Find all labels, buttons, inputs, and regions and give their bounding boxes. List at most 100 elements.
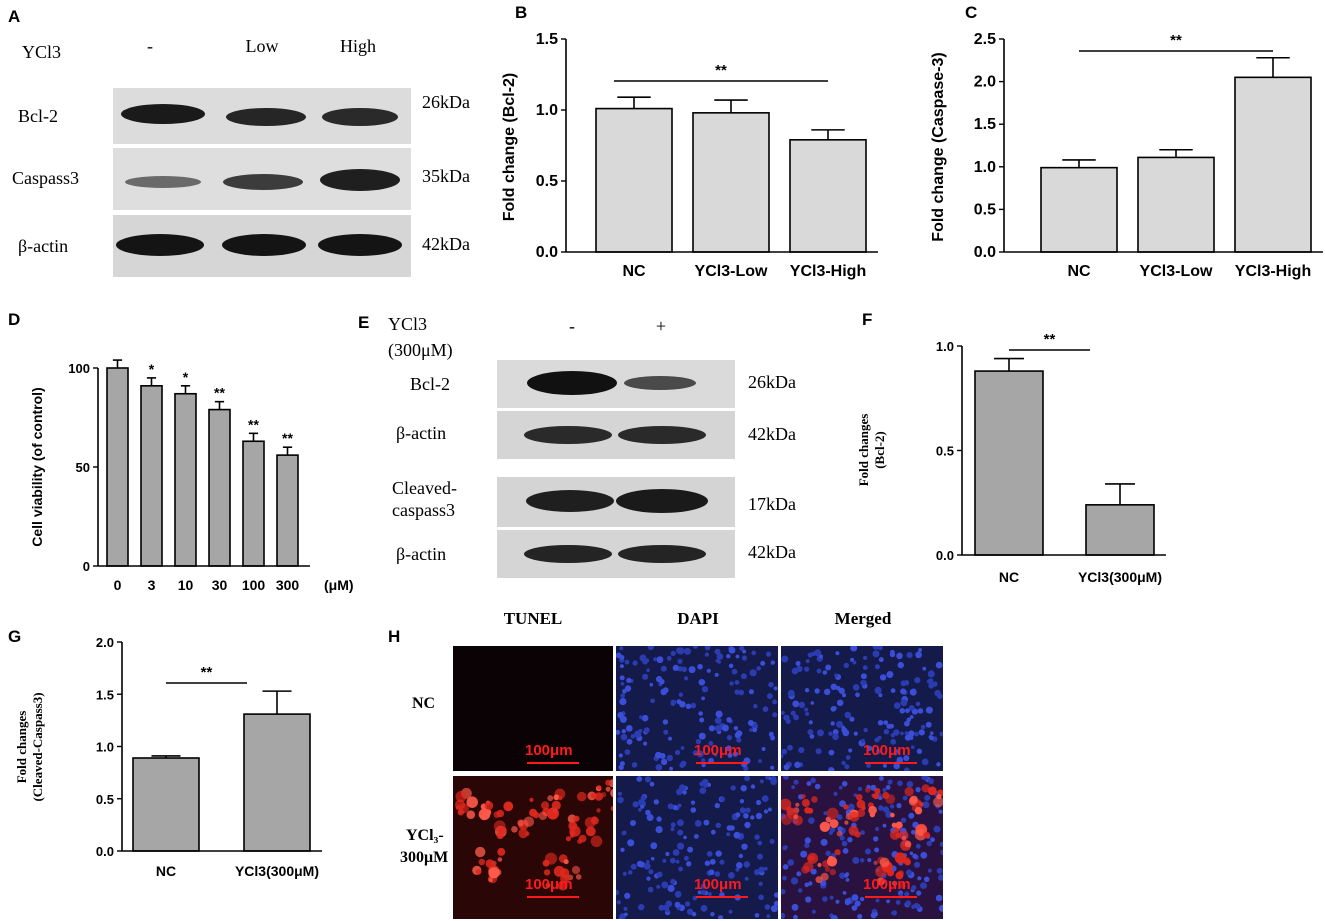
nucleus xyxy=(793,714,799,721)
nucleus xyxy=(732,751,739,757)
nucleus xyxy=(783,714,790,721)
nucleus xyxy=(915,701,921,707)
nucleus xyxy=(905,708,910,714)
tunel-positive-cell xyxy=(914,807,923,815)
nucleus xyxy=(660,665,667,672)
x-tick-label: 30 xyxy=(212,577,228,593)
scale-bar xyxy=(527,896,579,898)
tunel-positive-cell xyxy=(795,802,800,807)
nucleus xyxy=(882,763,887,768)
nucleus xyxy=(900,817,907,823)
nucleus xyxy=(655,764,663,771)
nucleus xyxy=(706,668,711,673)
nucleus xyxy=(758,894,764,901)
nucleus xyxy=(758,866,765,873)
nucleus xyxy=(757,853,763,860)
tunel-positive-cell xyxy=(547,795,554,802)
nucleus xyxy=(878,796,883,801)
nucleus xyxy=(646,814,654,821)
nucleus xyxy=(733,726,739,731)
nucleus xyxy=(692,750,699,756)
nucleus xyxy=(658,904,665,911)
nucleus xyxy=(736,833,741,838)
nucleus xyxy=(630,820,636,826)
nucleus xyxy=(632,660,638,666)
nucleus xyxy=(937,693,943,700)
panel-h-header-svg: H TUNEL DAPI Merged xyxy=(388,609,892,646)
nucleus xyxy=(661,881,669,889)
nucleus xyxy=(828,731,833,736)
tunel-positive-cell xyxy=(828,855,834,861)
bar xyxy=(106,367,129,567)
nucleus xyxy=(860,830,865,835)
panel-h-tunel: H TUNEL DAPI Merged NC YCl₃- 300μM 100μm… xyxy=(380,600,980,920)
band xyxy=(226,108,306,126)
scale-bar-label: 100μm xyxy=(863,876,911,893)
nucleus xyxy=(935,894,943,902)
nucleus xyxy=(927,868,932,873)
nucleus xyxy=(646,668,650,672)
nucleus xyxy=(681,666,687,673)
nucleus xyxy=(698,732,706,740)
nucleus xyxy=(753,704,758,709)
nucleus xyxy=(759,779,764,784)
tunel-positive-cell xyxy=(591,816,597,822)
y-tick-label: 0.0 xyxy=(974,244,996,261)
nucleus xyxy=(853,731,858,736)
x-tick-label: YCl3-High xyxy=(790,263,866,280)
nucleus xyxy=(808,881,813,886)
nucleus xyxy=(817,729,824,737)
nucleus xyxy=(656,871,663,878)
nucleus xyxy=(911,829,916,835)
nucleus xyxy=(622,689,627,694)
nucleus xyxy=(905,900,912,907)
nucleus xyxy=(841,781,848,787)
nucleus xyxy=(643,862,651,870)
nucleus xyxy=(642,673,649,680)
tunel-positive-cell xyxy=(844,820,849,825)
nucleus xyxy=(902,795,908,801)
nucleus xyxy=(703,783,709,788)
nucleus xyxy=(933,825,941,833)
tunel-positive-cell xyxy=(610,788,613,798)
band xyxy=(322,108,398,126)
panel-a-row-size: 35kDa xyxy=(422,166,470,186)
nucleus xyxy=(738,689,745,696)
nucleus xyxy=(878,657,884,663)
nucleus xyxy=(841,840,848,847)
tunel-positive-cell xyxy=(596,808,601,813)
nucleus xyxy=(672,804,678,811)
panel-e-row-size: 42kDa xyxy=(748,542,796,562)
x-tick-label: NC xyxy=(156,863,176,879)
nucleus xyxy=(872,650,880,658)
significance-mark: * xyxy=(149,361,155,377)
nucleus xyxy=(890,738,897,745)
nucleus xyxy=(807,652,813,658)
nucleus xyxy=(885,785,891,790)
tunel-positive-cell xyxy=(545,882,551,888)
nucleus xyxy=(704,646,711,651)
nucleus xyxy=(828,830,833,835)
nucleus xyxy=(833,791,838,796)
nucleus xyxy=(649,682,654,687)
nucleus xyxy=(683,855,689,861)
tunel-positive-cell xyxy=(857,808,866,818)
nucleus xyxy=(781,912,786,919)
tunel-positive-cell xyxy=(594,792,604,801)
tunel-positive-cell xyxy=(874,788,881,794)
nucleus xyxy=(669,766,673,771)
nucleus xyxy=(743,813,749,819)
nucleus xyxy=(740,785,747,792)
panel-a-row-label: Caspass3 xyxy=(12,168,79,188)
nucleus xyxy=(677,829,684,836)
nucleus xyxy=(829,895,834,900)
nucleus xyxy=(683,835,687,840)
nucleus xyxy=(670,827,675,832)
nucleus xyxy=(743,861,750,868)
y-tick-label: 0.5 xyxy=(96,792,114,807)
significance-mark: * xyxy=(183,369,189,385)
tunel-positive-cell xyxy=(517,819,524,827)
tunel-positive-cell xyxy=(488,877,493,883)
nucleus xyxy=(745,807,751,813)
